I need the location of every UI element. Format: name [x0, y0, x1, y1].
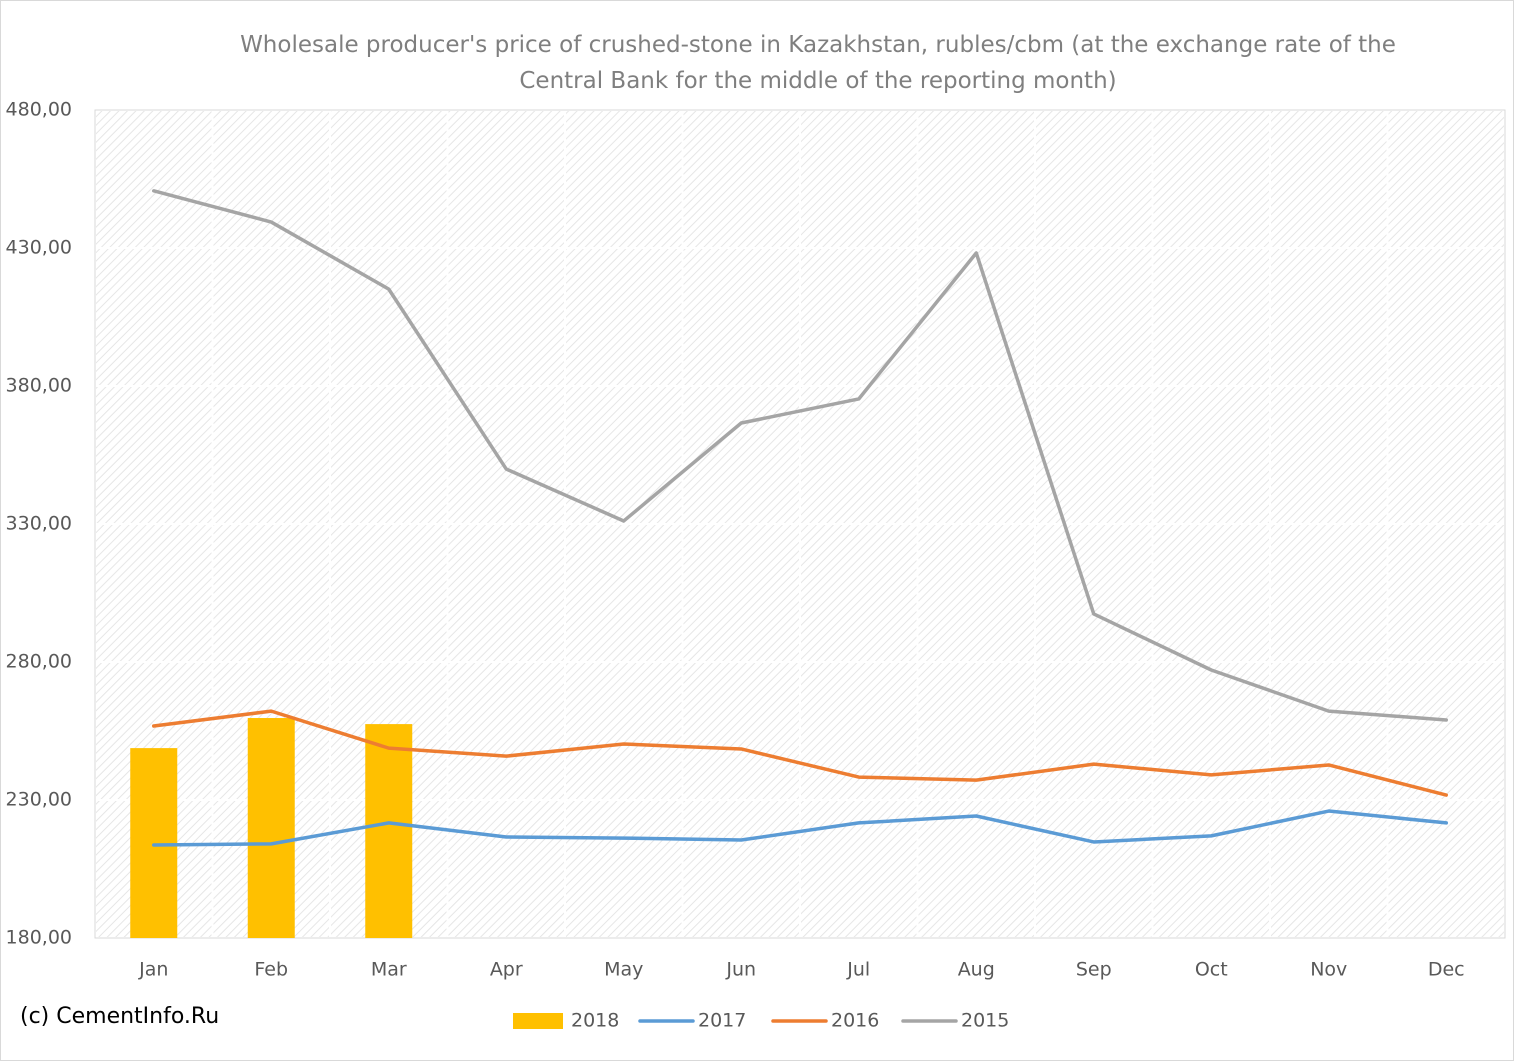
- credit: (c) CementInfo.Ru: [20, 1004, 220, 1029]
- bar: [130, 748, 178, 938]
- y-tick-label: 330,00: [6, 513, 72, 535]
- y-tick-label: 380,00: [6, 375, 72, 397]
- x-tick-label: Apr: [490, 959, 523, 981]
- y-tick-label: 480,00: [6, 99, 72, 121]
- x-tick-label: Sep: [1076, 959, 1112, 981]
- legend-label: 2018: [571, 1010, 619, 1032]
- y-tick-label: 430,00: [6, 237, 72, 259]
- y-tick-label: 280,00: [6, 651, 72, 673]
- line-series: [152, 809, 1448, 847]
- x-tick-label: Feb: [254, 959, 288, 981]
- x-tick-label: Jun: [725, 959, 756, 981]
- x-tick-label: Dec: [1428, 959, 1465, 981]
- line-series: [152, 709, 1448, 797]
- x-tick-label: Aug: [958, 959, 995, 981]
- bar: [247, 718, 295, 938]
- legend-label: 2017: [698, 1010, 746, 1032]
- chart-title: Wholesale producer's price of crushed-st…: [240, 32, 1396, 94]
- legend-label: 2016: [831, 1010, 879, 1032]
- x-tick-label: Nov: [1310, 959, 1347, 981]
- x-tick-label: May: [604, 959, 643, 981]
- plot-border: [94, 109, 1506, 939]
- x-tick-label: Oct: [1195, 959, 1228, 981]
- legend-label: 2015: [961, 1010, 1009, 1032]
- line-series: [152, 189, 1448, 722]
- x-tick-label: Jan: [138, 959, 168, 981]
- bar: [365, 724, 413, 938]
- y-tick-label: 180,00: [6, 927, 72, 949]
- y-tick-label: 230,00: [6, 789, 72, 811]
- x-tick-label: Jul: [846, 959, 870, 981]
- x-tick-label: Mar: [371, 959, 407, 981]
- legend-swatch: [513, 1013, 563, 1029]
